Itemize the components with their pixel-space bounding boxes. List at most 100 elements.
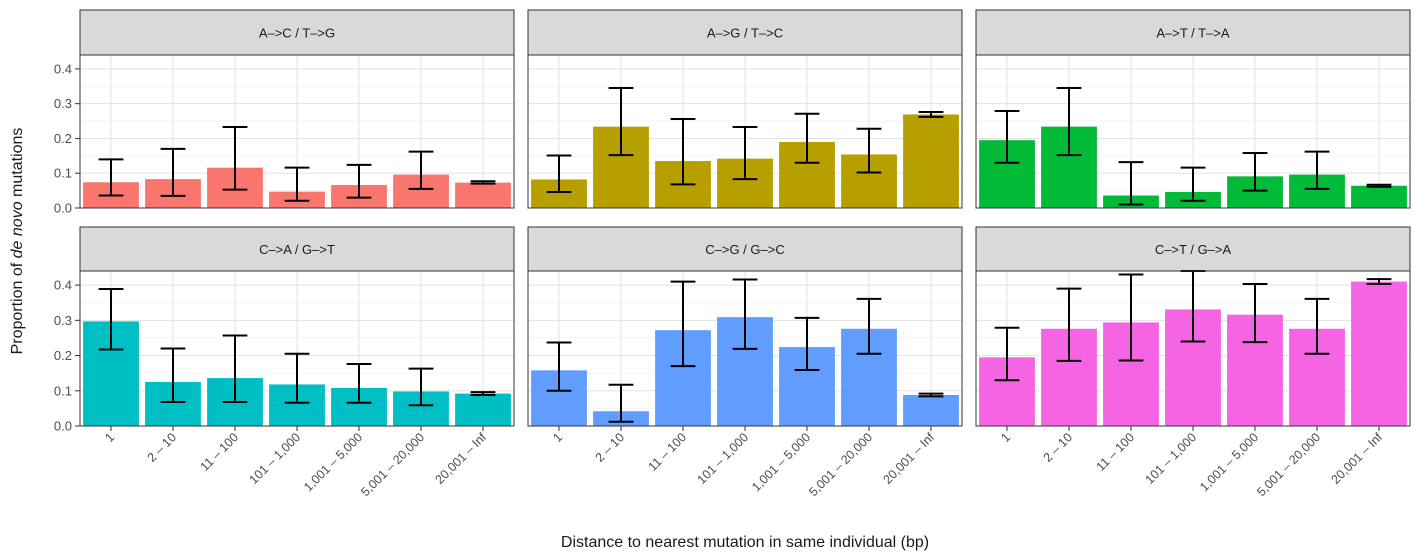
facet-strip-label: A–>T / T–>A: [1156, 26, 1230, 41]
error-bar-7: [1366, 183, 1392, 188]
error-bar-6: [856, 127, 882, 174]
error-bar-1: [994, 326, 1020, 382]
x-tick-label: 101 – 1,000: [695, 430, 752, 487]
error-bar-4: [284, 352, 310, 404]
x-tick-label: 1: [102, 430, 117, 445]
error-bar-3: [222, 125, 248, 191]
x-tick-label: 1,001 – 5,000: [749, 430, 813, 494]
y-tick-label: 0.0: [54, 419, 72, 434]
y-axis-title: Proportion of de novo mutations: [9, 128, 26, 355]
facet-strip-label: C–>A / G–>T: [259, 242, 335, 257]
x-tick-label: 101 – 1,000: [1143, 430, 1200, 487]
facet-panel-3: A–>T / T–>A: [975, 9, 1411, 209]
error-bar-6: [1304, 297, 1330, 355]
bar-7: [455, 182, 511, 208]
facet-panel-2: A–>G / T–>C: [527, 9, 963, 209]
error-bar-5: [794, 316, 820, 371]
y-tick-label: 0.1: [54, 383, 72, 398]
error-bar-7: [918, 392, 944, 398]
x-axis-title: Distance to nearest mutation in same ind…: [561, 534, 929, 551]
bar-7: [1351, 185, 1407, 208]
error-bar-3: [670, 280, 696, 368]
x-tick-label: 2 – 10: [145, 430, 180, 465]
facet-panel-5: C–>G / G–>C 1 2 – 10 11 – 100 101 – 1,0001,0…: [527, 226, 963, 499]
error-bar-5: [794, 112, 820, 164]
error-bar-5: [1242, 283, 1268, 344]
error-bar-7: [1366, 278, 1392, 286]
error-bar-1: [546, 341, 572, 392]
facet-panel-1: A–>C / T–>G 0.0 0.1 0.2 0.3 0.4: [54, 9, 515, 216]
x-tick-label: 11 – 100: [197, 430, 241, 474]
x-tick-label: 5,001 – 20,000: [358, 430, 427, 499]
panel-border: [527, 54, 963, 209]
bar-7: [903, 114, 959, 208]
error-bar-2: [160, 147, 186, 197]
y-tick-label: 0.2: [54, 348, 72, 363]
facet-strip: [79, 226, 515, 272]
error-bar-2: [1056, 287, 1082, 362]
x-tick-label: 1,001 – 5,000: [1197, 430, 1261, 494]
x-tick-label: 1: [550, 430, 565, 445]
error-bar-6: [1304, 150, 1330, 190]
x-tick-label: 11 – 100: [645, 430, 689, 474]
facet-strip-label: C–>G / G–>C: [705, 242, 784, 257]
error-bar-4: [1180, 166, 1206, 202]
x-tick-label: 5,001 – 20,000: [1254, 430, 1323, 499]
error-bar-5: [1242, 152, 1268, 192]
error-bar-3: [222, 334, 248, 404]
error-bar-6: [408, 367, 434, 407]
y-tick-label: 0.4: [54, 61, 72, 76]
x-tick-label: 20,001 – Inf: [433, 430, 490, 487]
x-tick-label: 2 – 10: [593, 430, 628, 465]
bar-7: [1351, 281, 1407, 426]
x-tick-label: 20,001 – Inf: [881, 430, 938, 487]
y-axis-title-prefix: Proportion of: [9, 258, 26, 354]
x-tick-label: 2 – 10: [1041, 430, 1076, 465]
y-tick-label: 0.2: [54, 131, 72, 146]
x-tick-label: 11 – 100: [1093, 430, 1137, 474]
error-bar-6: [856, 297, 882, 355]
facet-panel-4: C–>A / G–>T 0.0 0.1 0.2 0.3 0.4 1 2 – 10 11 – 10…: [54, 226, 515, 499]
x-tick-label: 101 – 1,000: [247, 430, 304, 487]
y-tick-label: 0.1: [54, 166, 72, 181]
error-bar-2: [608, 383, 634, 423]
error-bar-1: [98, 158, 124, 197]
y-axis-title-suffix: mutations: [9, 128, 26, 202]
error-bar-3: [1118, 273, 1144, 362]
facet-strip-label: A–>G / T–>C: [707, 26, 783, 41]
x-tick-label: 20,001 – Inf: [1329, 430, 1386, 487]
facet-strip: [975, 226, 1411, 272]
facet-panel-6: C–>T / G–>A 1 2 – 10 11 – 100 101 – 1,0001,0…: [975, 226, 1411, 499]
bar-7: [455, 393, 511, 426]
panel-border: [975, 54, 1411, 209]
panel-border: [79, 54, 515, 209]
error-bar-4: [732, 278, 758, 350]
bar-7: [903, 395, 959, 426]
y-axis-title-italic: de novo: [9, 201, 26, 258]
error-bar-4: [732, 125, 758, 181]
error-bar-2: [160, 347, 186, 404]
x-tick-label: 5,001 – 20,000: [806, 430, 875, 499]
facet-strip-label: C–>T / G–>A: [1155, 242, 1232, 257]
facet-strip-label: A–>C / T–>G: [259, 26, 335, 41]
error-bar-1: [546, 154, 572, 194]
x-tick-label: 1: [998, 430, 1013, 445]
error-bar-7: [470, 391, 496, 396]
error-bar-2: [1056, 87, 1082, 157]
error-bar-1: [98, 287, 124, 351]
error-bar-1: [994, 109, 1020, 164]
x-tick-label: 1,001 – 5,000: [301, 430, 365, 494]
y-tick-label: 0.4: [54, 278, 72, 293]
error-bar-7: [470, 180, 496, 185]
error-bar-5: [346, 163, 372, 199]
y-tick-label: 0.3: [54, 313, 72, 328]
facet-strip: [79, 9, 515, 56]
error-bar-3: [670, 117, 696, 186]
error-bar-6: [408, 150, 434, 190]
error-bar-2: [608, 87, 634, 157]
error-bar-7: [918, 111, 944, 118]
error-bar-3: [1118, 161, 1144, 206]
facet-strip: [527, 226, 963, 272]
